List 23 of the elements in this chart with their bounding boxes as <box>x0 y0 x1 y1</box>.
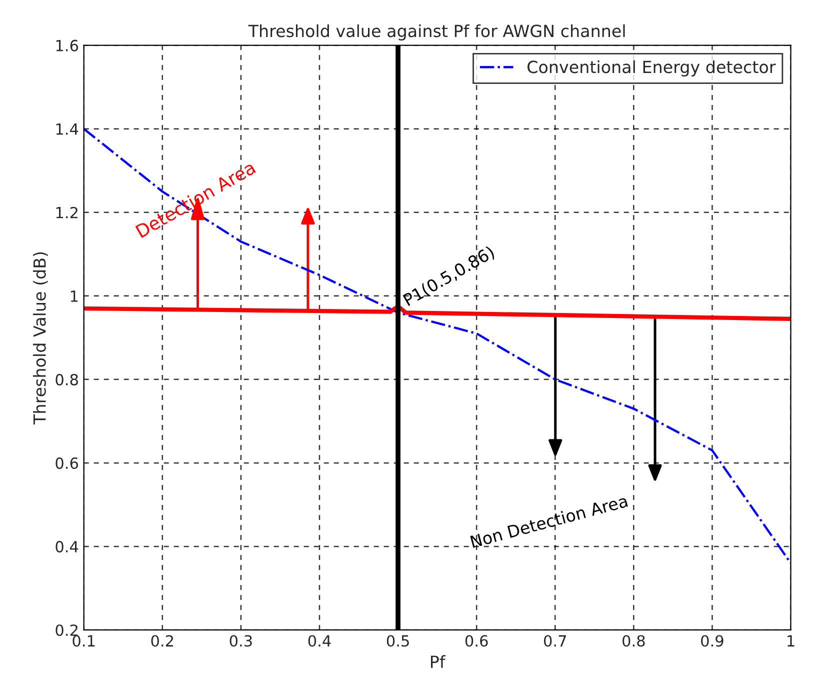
y-tick-label: 0.8 <box>56 374 78 386</box>
chart-title: Threshold value against Pf for AWGN channel <box>248 24 625 40</box>
x-tick-label: 0.7 <box>544 635 566 647</box>
x-tick-label: 0.1 <box>72 635 95 647</box>
x-tick-label: 0.5 <box>386 635 409 647</box>
y-tick-label: 1.4 <box>56 124 78 135</box>
y-tick-label: 0.6 <box>56 457 78 469</box>
x-tick-label: 0.4 <box>308 635 331 647</box>
x-tick-label: 0.2 <box>151 635 174 647</box>
y-tick-label: 1.6 <box>56 40 78 52</box>
x-tick-label: 0.9 <box>701 635 724 647</box>
y-axis-title: Threshold Value (dB) <box>33 252 48 424</box>
x-axis-title: Pf <box>430 655 446 668</box>
x-tick-label: 0.8 <box>622 635 645 647</box>
y-tick-label: 1.2 <box>56 206 78 218</box>
y-tick-label: 0.4 <box>56 540 78 552</box>
x-tick-label: 0.3 <box>230 635 252 647</box>
legend-label: Conventional Energy detector <box>528 60 776 76</box>
line-series <box>84 128 791 564</box>
x-tick-label: 1 <box>788 635 794 646</box>
x-tick-label: 0.6 <box>465 635 488 647</box>
y-tick-label: 1 <box>70 290 78 302</box>
y-tick-label: 0.2 <box>56 624 78 636</box>
